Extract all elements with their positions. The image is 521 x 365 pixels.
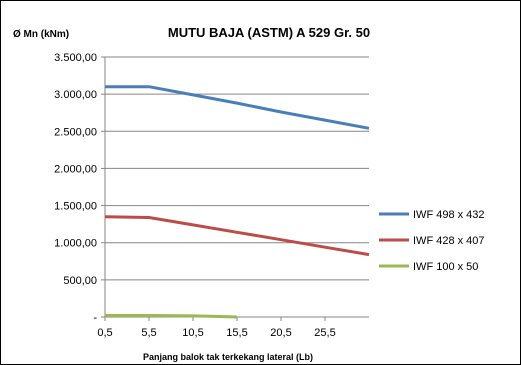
- y-tick-label: -: [93, 312, 97, 324]
- y-tick-label: 1.500,00: [54, 201, 97, 213]
- series-line-1: [105, 85, 370, 130]
- y-tick-label: 1.000,00: [54, 238, 97, 250]
- y-tick-labels: - 500,00 1.000,00 1.500,00 2.000,00 2.500,00 3…: [54, 52, 97, 324]
- x-tick-label: 10,5: [182, 327, 203, 339]
- x-tick-label: 5,5: [141, 327, 156, 339]
- y-tick-label: 2.500,00: [54, 126, 97, 138]
- x-axis-label: Panjang balok tak terkekang lateral (Lb): [143, 352, 313, 362]
- series-line-3: [105, 314, 238, 319]
- x-tick-labels: 0,5 5,5 10,5 15,5 20,5 25,5: [97, 327, 335, 339]
- series-line-2: [104, 215, 370, 257]
- axes: [101, 56, 369, 321]
- y-tick-label: 3.000,00: [54, 89, 97, 101]
- legend-label: IWF 100 x 50: [413, 261, 478, 273]
- y-tick-label: 2.000,00: [54, 163, 97, 175]
- y-tick-label: 500,00: [63, 275, 97, 287]
- y-axis-label: Ø Mn (kNm): [13, 29, 69, 40]
- series-lines: [104, 85, 370, 319]
- legend-label: IWF 428 x 407: [413, 235, 485, 247]
- gridlines: [105, 56, 369, 281]
- chart-title: MUTU BAJA (ASTM) A 529 Gr. 50: [168, 25, 370, 40]
- x-tick-label: 15,5: [226, 327, 247, 339]
- legend: IWF 498 x 432 IWF 428 x 407 IWF 100 x 50: [379, 209, 485, 273]
- x-tick-label: 25,5: [314, 327, 335, 339]
- legend-label: IWF 498 x 432: [413, 209, 485, 221]
- y-tick-label: 3.500,00: [54, 52, 97, 64]
- x-tick-label: 0,5: [97, 327, 112, 339]
- x-tick-label: 20,5: [270, 327, 291, 339]
